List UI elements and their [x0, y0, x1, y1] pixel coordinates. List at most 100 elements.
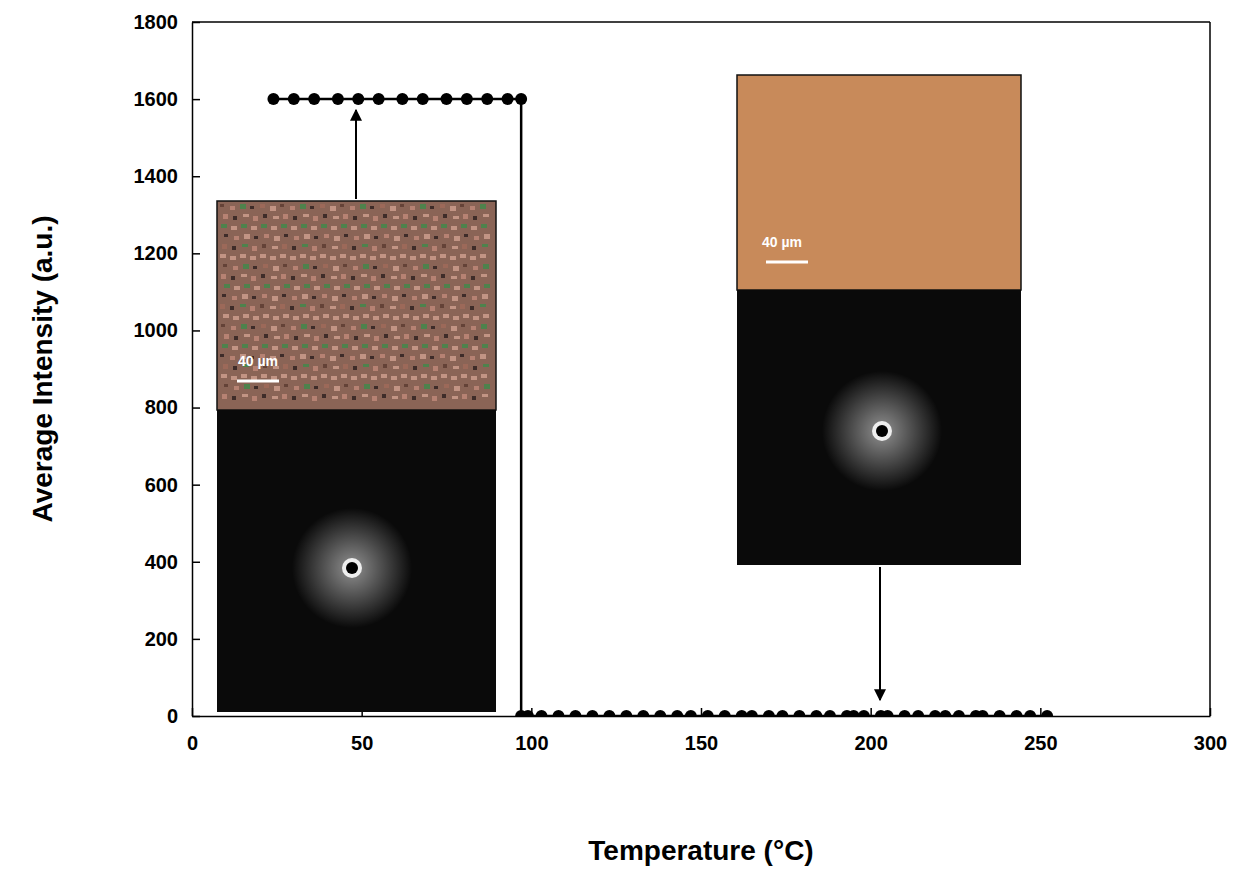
grain — [384, 234, 389, 238]
grain — [420, 204, 426, 209]
grain — [381, 324, 386, 328]
grain — [263, 264, 268, 268]
data-point — [939, 710, 951, 716]
tick: 300 — [1194, 708, 1227, 754]
grain — [410, 356, 415, 360]
grain — [242, 294, 248, 299]
grain — [402, 394, 407, 399]
grain — [394, 236, 400, 241]
grain — [282, 294, 286, 297]
grain — [401, 274, 406, 279]
y-axis: 020040060080010001200140016001800 — [134, 11, 201, 727]
grain — [291, 376, 297, 380]
data-point — [702, 710, 714, 716]
grain — [441, 324, 446, 328]
grain — [290, 356, 295, 360]
tick: 800 — [145, 396, 200, 418]
grain — [320, 204, 325, 208]
grain — [374, 336, 379, 341]
grain — [300, 354, 306, 359]
tick-mark — [192, 330, 200, 332]
grain — [430, 306, 435, 311]
grain — [240, 254, 246, 258]
data-point — [1011, 710, 1023, 716]
grain — [370, 306, 375, 311]
grain — [303, 214, 309, 217]
grain — [424, 284, 430, 288]
grain — [350, 206, 355, 210]
grain — [232, 396, 236, 400]
grain — [251, 226, 257, 230]
grain — [473, 366, 477, 370]
chart: 0501001502002503000200400600800100012001… — [0, 0, 1242, 875]
data-point — [522, 710, 534, 716]
grain — [261, 374, 267, 378]
grain — [293, 216, 297, 220]
grain — [223, 264, 227, 267]
tick-label: 1400 — [134, 165, 179, 187]
tick-mark — [192, 716, 200, 718]
grain — [393, 316, 399, 320]
grain — [294, 236, 299, 240]
grain — [483, 314, 489, 318]
grain — [454, 386, 460, 391]
grain — [361, 224, 367, 228]
grain — [443, 264, 448, 268]
grain — [404, 384, 408, 387]
grain — [244, 234, 250, 239]
grain — [392, 296, 398, 301]
grain — [363, 364, 369, 367]
grain — [312, 346, 318, 350]
grain — [422, 294, 428, 299]
grain — [383, 314, 389, 318]
grain — [361, 324, 367, 329]
grain — [412, 396, 416, 400]
diffraction-inset — [737, 290, 1021, 565]
grain — [471, 226, 477, 230]
grain — [372, 396, 377, 401]
axis-line — [192, 23, 194, 717]
grain — [392, 346, 398, 350]
tick-mark — [192, 253, 200, 255]
grain — [221, 274, 226, 279]
grain — [314, 236, 318, 239]
grain — [471, 276, 475, 280]
grain — [273, 316, 279, 320]
scale-bar — [766, 261, 808, 264]
grain — [234, 336, 238, 340]
grain — [322, 344, 328, 348]
grain — [474, 336, 478, 340]
grain — [370, 206, 374, 209]
grain — [230, 256, 236, 260]
grain — [480, 354, 486, 359]
grain — [333, 316, 339, 320]
grain — [291, 226, 297, 230]
grain — [374, 286, 380, 290]
grain — [290, 206, 295, 210]
grain — [302, 344, 308, 348]
grain — [411, 226, 417, 230]
data-point — [332, 93, 344, 105]
grain — [303, 264, 309, 269]
grain — [351, 276, 355, 280]
grain — [403, 264, 407, 267]
grain — [354, 236, 359, 240]
grain — [244, 384, 250, 389]
grain — [223, 314, 229, 318]
data-point — [793, 710, 805, 716]
grain — [260, 204, 265, 208]
data-point — [417, 93, 429, 105]
grain — [460, 204, 464, 207]
grain — [340, 254, 346, 258]
grain — [444, 234, 449, 238]
grain — [421, 224, 427, 228]
grain — [322, 394, 326, 398]
grain — [380, 254, 386, 258]
beam-stop — [876, 425, 888, 437]
grain — [434, 286, 440, 290]
grain — [440, 304, 444, 308]
grain — [333, 266, 339, 271]
grain — [410, 256, 416, 260]
data-point — [882, 710, 894, 716]
grain — [393, 216, 399, 219]
